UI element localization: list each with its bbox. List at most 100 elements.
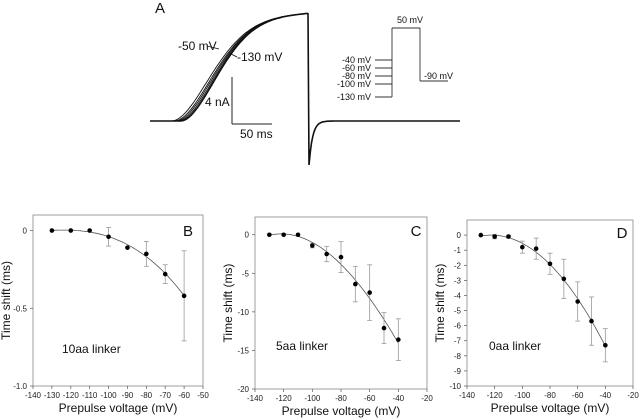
x-tick-label: -80 [141, 391, 153, 400]
x-tick-label: -40 [600, 391, 612, 400]
x-tick-label: -140 [459, 391, 476, 400]
y-tick-label: 0 [23, 227, 28, 236]
protocol-step-label: 50 mV [397, 15, 423, 25]
data-point [533, 246, 539, 251]
x-tick-label: -20 [627, 391, 639, 400]
y-tick-label: -5 [454, 307, 462, 316]
y-tick-label: -15 [237, 346, 249, 355]
x-tick-label: -20 [421, 394, 433, 403]
panel-label: C [411, 223, 422, 240]
data-point [589, 318, 594, 324]
y-tick-label: -1 [454, 246, 462, 255]
y-tick-label: -10 [237, 308, 249, 317]
x-tick-label: -120 [487, 391, 504, 400]
y-tick-label: -7 [454, 337, 462, 346]
data-point [87, 228, 92, 233]
data-point [520, 244, 525, 250]
data-point [506, 234, 511, 239]
panel-annotation: 5aa linker [276, 339, 328, 353]
x-tick-label: -100 [514, 391, 531, 400]
data-point [561, 276, 567, 282]
plot-frame [32, 214, 204, 387]
protocol-tail-label: -90 mV [424, 71, 453, 81]
data-point [267, 232, 272, 238]
annotation-minus130: -130 mV [237, 50, 282, 64]
data-point [478, 232, 484, 238]
data-point [144, 251, 149, 257]
data-point [310, 243, 315, 248]
x-tick-label: -130 [44, 391, 61, 400]
tail-current-trace [307, 12, 460, 166]
voltage-protocol [375, 27, 448, 98]
annotation-arrow-minus130 [228, 52, 238, 58]
y-tick-label: -6 [454, 322, 462, 331]
panel-c-chart: -140 -120 -100 -80 -60 -40 -20 0 -5 -10 -15 -20 Prep… [221, 216, 433, 418]
y-tick-label: -4 [454, 291, 462, 300]
x-tick-label: -80 [544, 391, 556, 400]
y-tick-label: -3 [454, 276, 462, 285]
y-axis-label: Time shift (ms) [0, 261, 13, 340]
x-tick-label: -50 [197, 391, 209, 400]
y-tick-label: -10 [449, 382, 461, 391]
x-tick-label: -140 [25, 391, 42, 400]
data-point [295, 232, 301, 238]
y-tick-label: 0 [245, 231, 250, 240]
panel-annotation: 0aa linker [489, 339, 541, 353]
data-point [324, 251, 329, 257]
data-point [547, 261, 553, 267]
y-tick-label: -2 [454, 261, 462, 270]
x-tick-label: -120 [63, 391, 80, 400]
data-point [381, 325, 387, 331]
y-tick-label: 0 [457, 231, 462, 240]
panel-b-chart: -140 -130 -120 -110 -100 -90 -80 -70 -60 -50 0 -0.5… [0, 214, 209, 415]
data-point [575, 299, 580, 304]
data-point [49, 228, 55, 233]
annotation-arrow-minus50 [206, 45, 220, 50]
x-tick-label: -100 [101, 391, 118, 400]
data-point [106, 234, 111, 240]
x-tick-label: -60 [178, 391, 190, 400]
data-point [125, 245, 130, 250]
data-point [492, 234, 497, 239]
prepulse-label: -80 mV [342, 71, 371, 81]
y-tick-label: -1.0 [13, 382, 27, 391]
x-tick-label: -90 [122, 391, 134, 400]
x-tick-label: -60 [364, 394, 376, 403]
prepulse-label: -100 mV [337, 79, 371, 89]
x-axis-label: Prepulse voltage (mV) [59, 401, 178, 415]
data-point [68, 228, 74, 233]
x-tick-label: -40 [393, 394, 405, 403]
panel-d-chart: -140 -120 -100 -80 -60 -40 -20 0 -1 -2 -3 -4 -5 -6 -7 -… [433, 219, 639, 415]
fit-curve [51, 229, 185, 296]
x-tick-label: -100 [304, 394, 321, 403]
data-point [162, 271, 168, 277]
data-point [281, 232, 286, 238]
current-traces [150, 12, 460, 166]
x-tick-label: -70 [159, 391, 171, 400]
annotation-minus50: -50 mV [178, 39, 217, 53]
y-axis-label: Time shift (ms) [433, 264, 447, 343]
panel-a-label: A [155, 0, 165, 17]
y-axis-label: Time shift (ms) [221, 264, 235, 343]
data-point [338, 254, 344, 260]
y-tick-label: -9 [454, 367, 462, 376]
scale-label-current: 4 nA [205, 95, 230, 109]
panel-annotation: 10aa linker [62, 342, 121, 356]
data-point [367, 290, 372, 295]
prepulse-label: -60 mV [342, 63, 371, 73]
y-tick-label: -5 [242, 269, 250, 278]
x-tick-label: -80 [335, 394, 347, 403]
prepulse-label: -40 mV [342, 55, 371, 65]
y-tick-label: -20 [237, 385, 249, 394]
x-tick-label: -60 [572, 391, 584, 400]
data-point [353, 281, 358, 287]
data-point [396, 337, 401, 342]
x-tick-label: -110 [82, 391, 98, 400]
y-tick-label: -0.5 [13, 304, 27, 313]
x-tick-label: -120 [276, 394, 293, 403]
x-axis-label: Prepulse voltage (mV) [282, 404, 401, 418]
data-point [181, 293, 187, 299]
panel-label: D [617, 225, 628, 242]
current-trace [150, 12, 309, 122]
